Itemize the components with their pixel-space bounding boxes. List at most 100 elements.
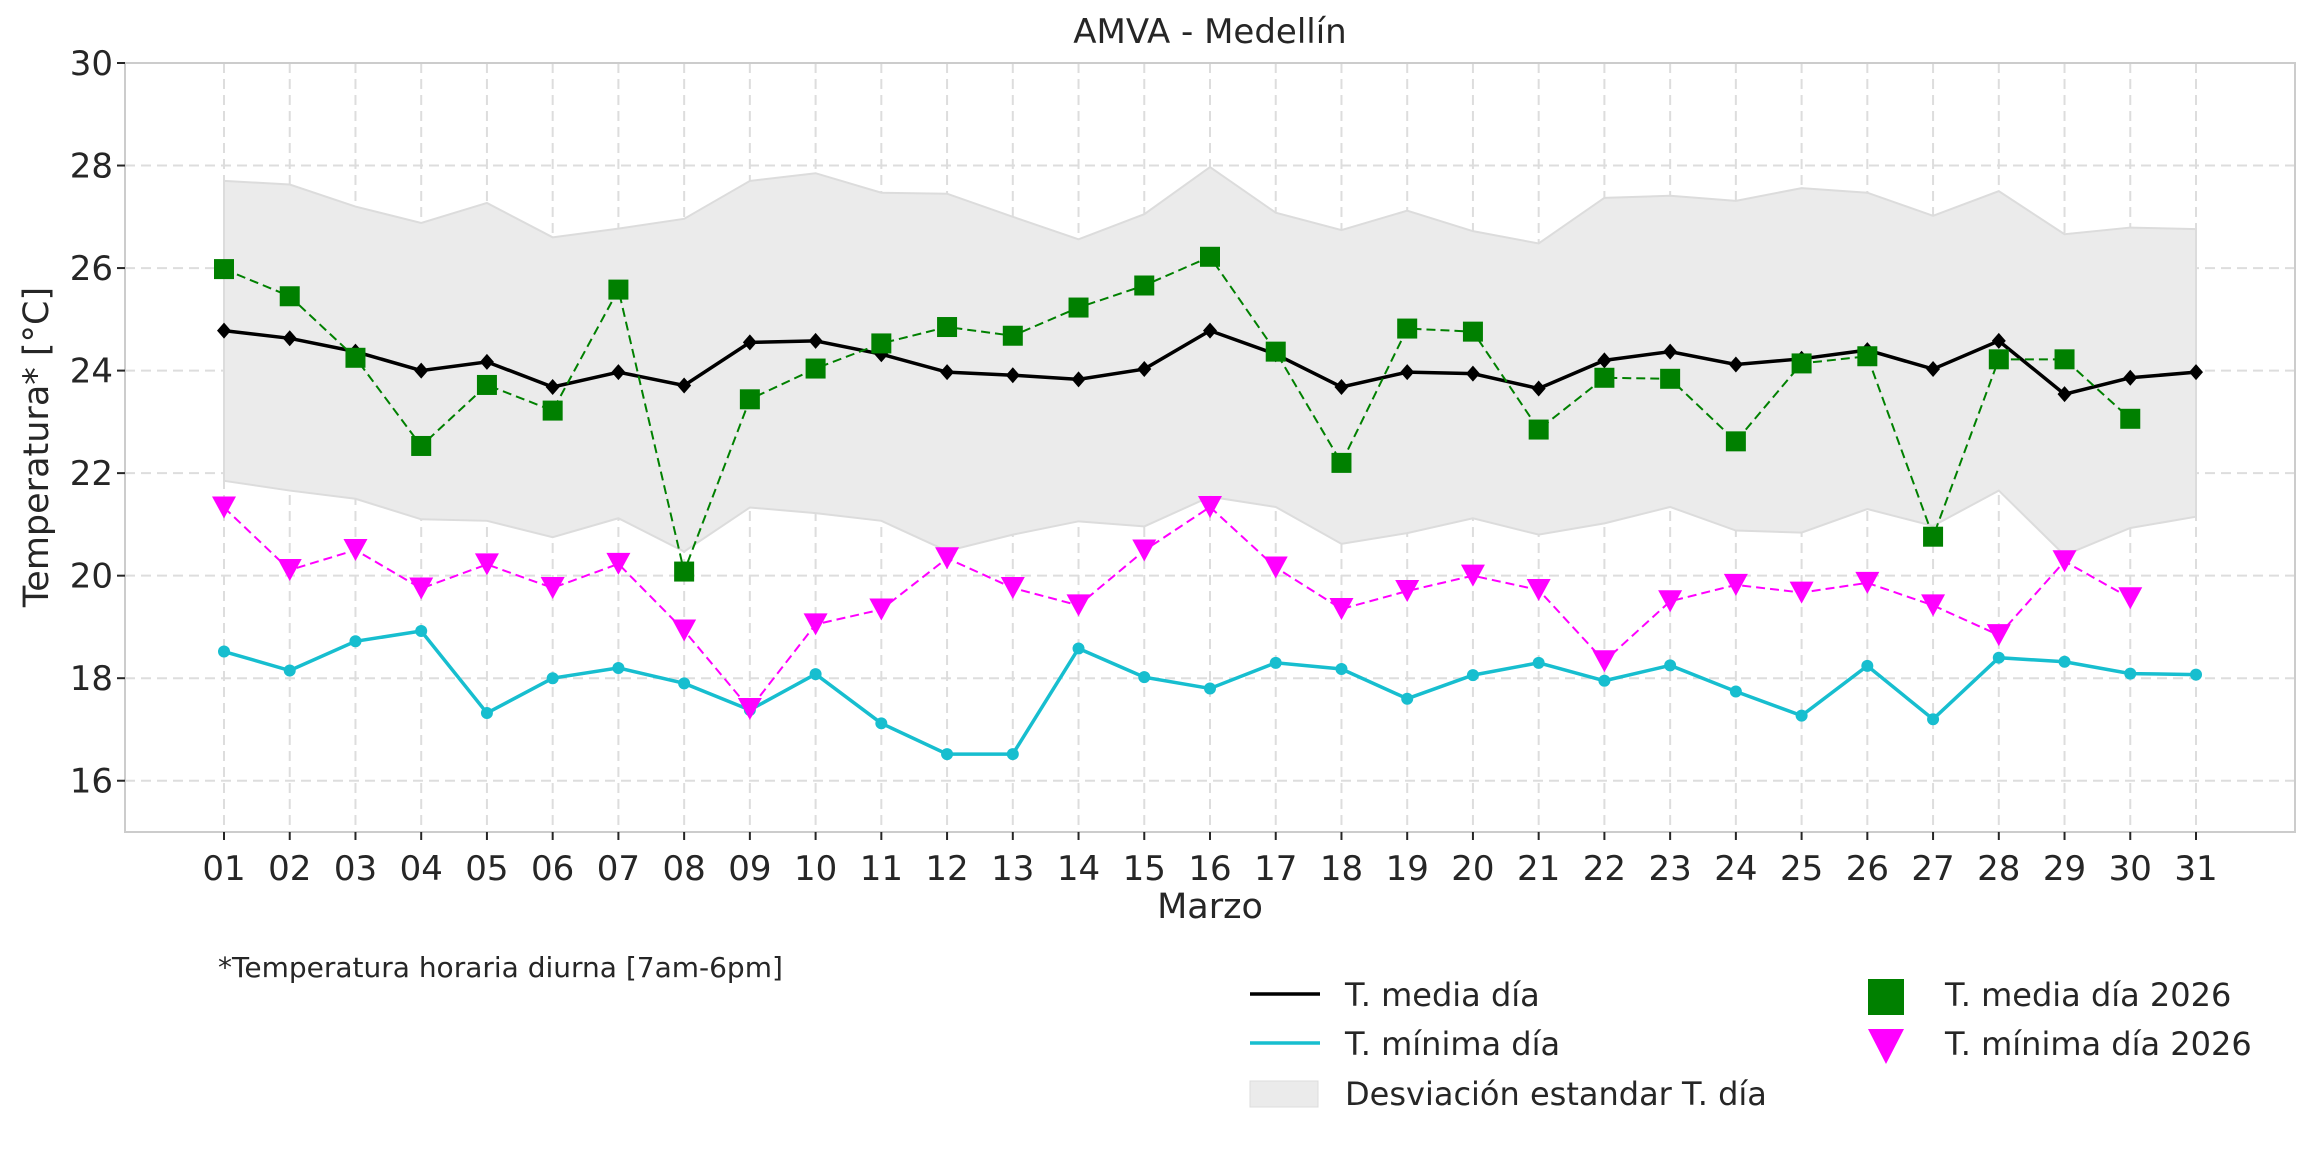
data-point [1138, 671, 1151, 684]
data-point [2123, 369, 2138, 386]
x-tick-label: 30 [2109, 849, 2152, 889]
data-point [1203, 322, 1217, 339]
x-tick-label: 26 [1846, 849, 1889, 889]
data-point [474, 553, 499, 576]
data-point [1592, 650, 1617, 673]
data-point [612, 661, 625, 674]
data-point [1072, 642, 1085, 655]
data-point [1134, 275, 1155, 296]
data-point [1789, 581, 1814, 604]
x-tick-label: 24 [1714, 849, 1757, 889]
y-tick-label: 24 [70, 352, 113, 392]
x-tick-label: 23 [1649, 849, 1692, 889]
std-deviation-band [223, 165, 2197, 557]
x-tick-label: 04 [400, 849, 443, 889]
x-tick-label: 05 [465, 849, 508, 889]
data-point [1400, 364, 1415, 381]
legend: T. media día T. mínima día Desviación es… [1249, 976, 2252, 1113]
data-point [1663, 343, 1678, 360]
data-point [1658, 590, 1683, 613]
data-point [1855, 571, 1880, 594]
x-tick-label: 20 [1451, 849, 1494, 889]
data-point [345, 347, 366, 368]
data-point [1401, 692, 1414, 705]
data-point [737, 697, 762, 720]
x-tick-label: 21 [1517, 849, 1560, 889]
data-point [739, 389, 760, 410]
data-point [1526, 579, 1551, 602]
x-tick-label: 22 [1583, 849, 1626, 889]
data-point [1005, 367, 1020, 384]
data-point [672, 619, 697, 642]
data-point [803, 613, 828, 636]
data-point [1071, 371, 1086, 388]
x-tick-label: 28 [1977, 849, 2020, 889]
std-band [223, 165, 2197, 557]
data-point [1991, 332, 2006, 349]
data-point [1397, 318, 1418, 339]
data-point [1725, 431, 1746, 452]
x-tick-label: 09 [728, 849, 771, 889]
y-tick-label: 28 [70, 147, 113, 187]
data-point [1861, 659, 1874, 672]
data-point [937, 317, 958, 338]
data-point [1335, 662, 1348, 675]
x-tick-label: 14 [1057, 849, 1100, 889]
x-tick-label: 18 [1320, 849, 1363, 889]
data-point [2058, 655, 2071, 668]
data-point [2118, 587, 2143, 610]
data-point [1265, 341, 1286, 362]
data-point [1926, 361, 1941, 378]
data-point [1331, 452, 1352, 473]
x-axis-label: Marzo [1157, 887, 1263, 927]
legend-label-media-2026: T. media día 2026 [1944, 976, 2231, 1014]
data-point [1598, 674, 1611, 687]
data-point [1723, 573, 1748, 596]
series-t-m-nima-d-a [218, 625, 2202, 761]
y-axis: 16 18 20 22 24 26 28 30 [70, 44, 125, 802]
data-point [1002, 325, 1023, 346]
series-t-media-d-a-2026 [214, 246, 2141, 582]
x-tick-label: 31 [2174, 849, 2217, 889]
legend-swatch-media-2026 [1868, 979, 1904, 1015]
x-tick-label: 07 [597, 849, 640, 889]
y-tick-label: 20 [70, 557, 113, 597]
data-point [1729, 685, 1742, 698]
data-point [2190, 668, 2202, 681]
x-tick-label: 19 [1386, 849, 1429, 889]
data-point [540, 576, 565, 599]
data-point [479, 353, 494, 370]
data-point [1531, 380, 1546, 397]
data-point [1921, 594, 1946, 617]
y-tick-label: 18 [70, 659, 113, 699]
data-point [1329, 597, 1354, 620]
series-t-m-nima-d-a-2026 [212, 495, 2143, 720]
data-point [941, 748, 954, 761]
data-point [1664, 659, 1677, 672]
data-point [1992, 651, 2005, 664]
data-point [343, 539, 368, 562]
data-point [279, 286, 300, 307]
data-point [277, 559, 302, 582]
data-point [1460, 564, 1485, 587]
data-point [869, 598, 894, 621]
data-point [1466, 669, 1479, 682]
data-point [476, 374, 497, 395]
data-point [809, 668, 822, 681]
data-point [1200, 246, 1220, 267]
x-tick-label: 03 [334, 849, 377, 889]
x-tick-label: 27 [1911, 849, 1954, 889]
data-point [2120, 408, 2141, 429]
legend-swatch-minima-2026 [1868, 1029, 1904, 1064]
x-tick-label: 29 [2043, 849, 2086, 889]
data-point [875, 717, 888, 730]
x-tick-label: 17 [1254, 849, 1297, 889]
data-point [1465, 365, 1480, 382]
data-point [282, 330, 297, 347]
data-point [1791, 353, 1812, 374]
data-point [1528, 419, 1549, 440]
data-point [545, 379, 560, 396]
y-tick-label: 16 [70, 762, 113, 802]
data-point [2054, 349, 2075, 370]
data-point [2052, 550, 2077, 573]
